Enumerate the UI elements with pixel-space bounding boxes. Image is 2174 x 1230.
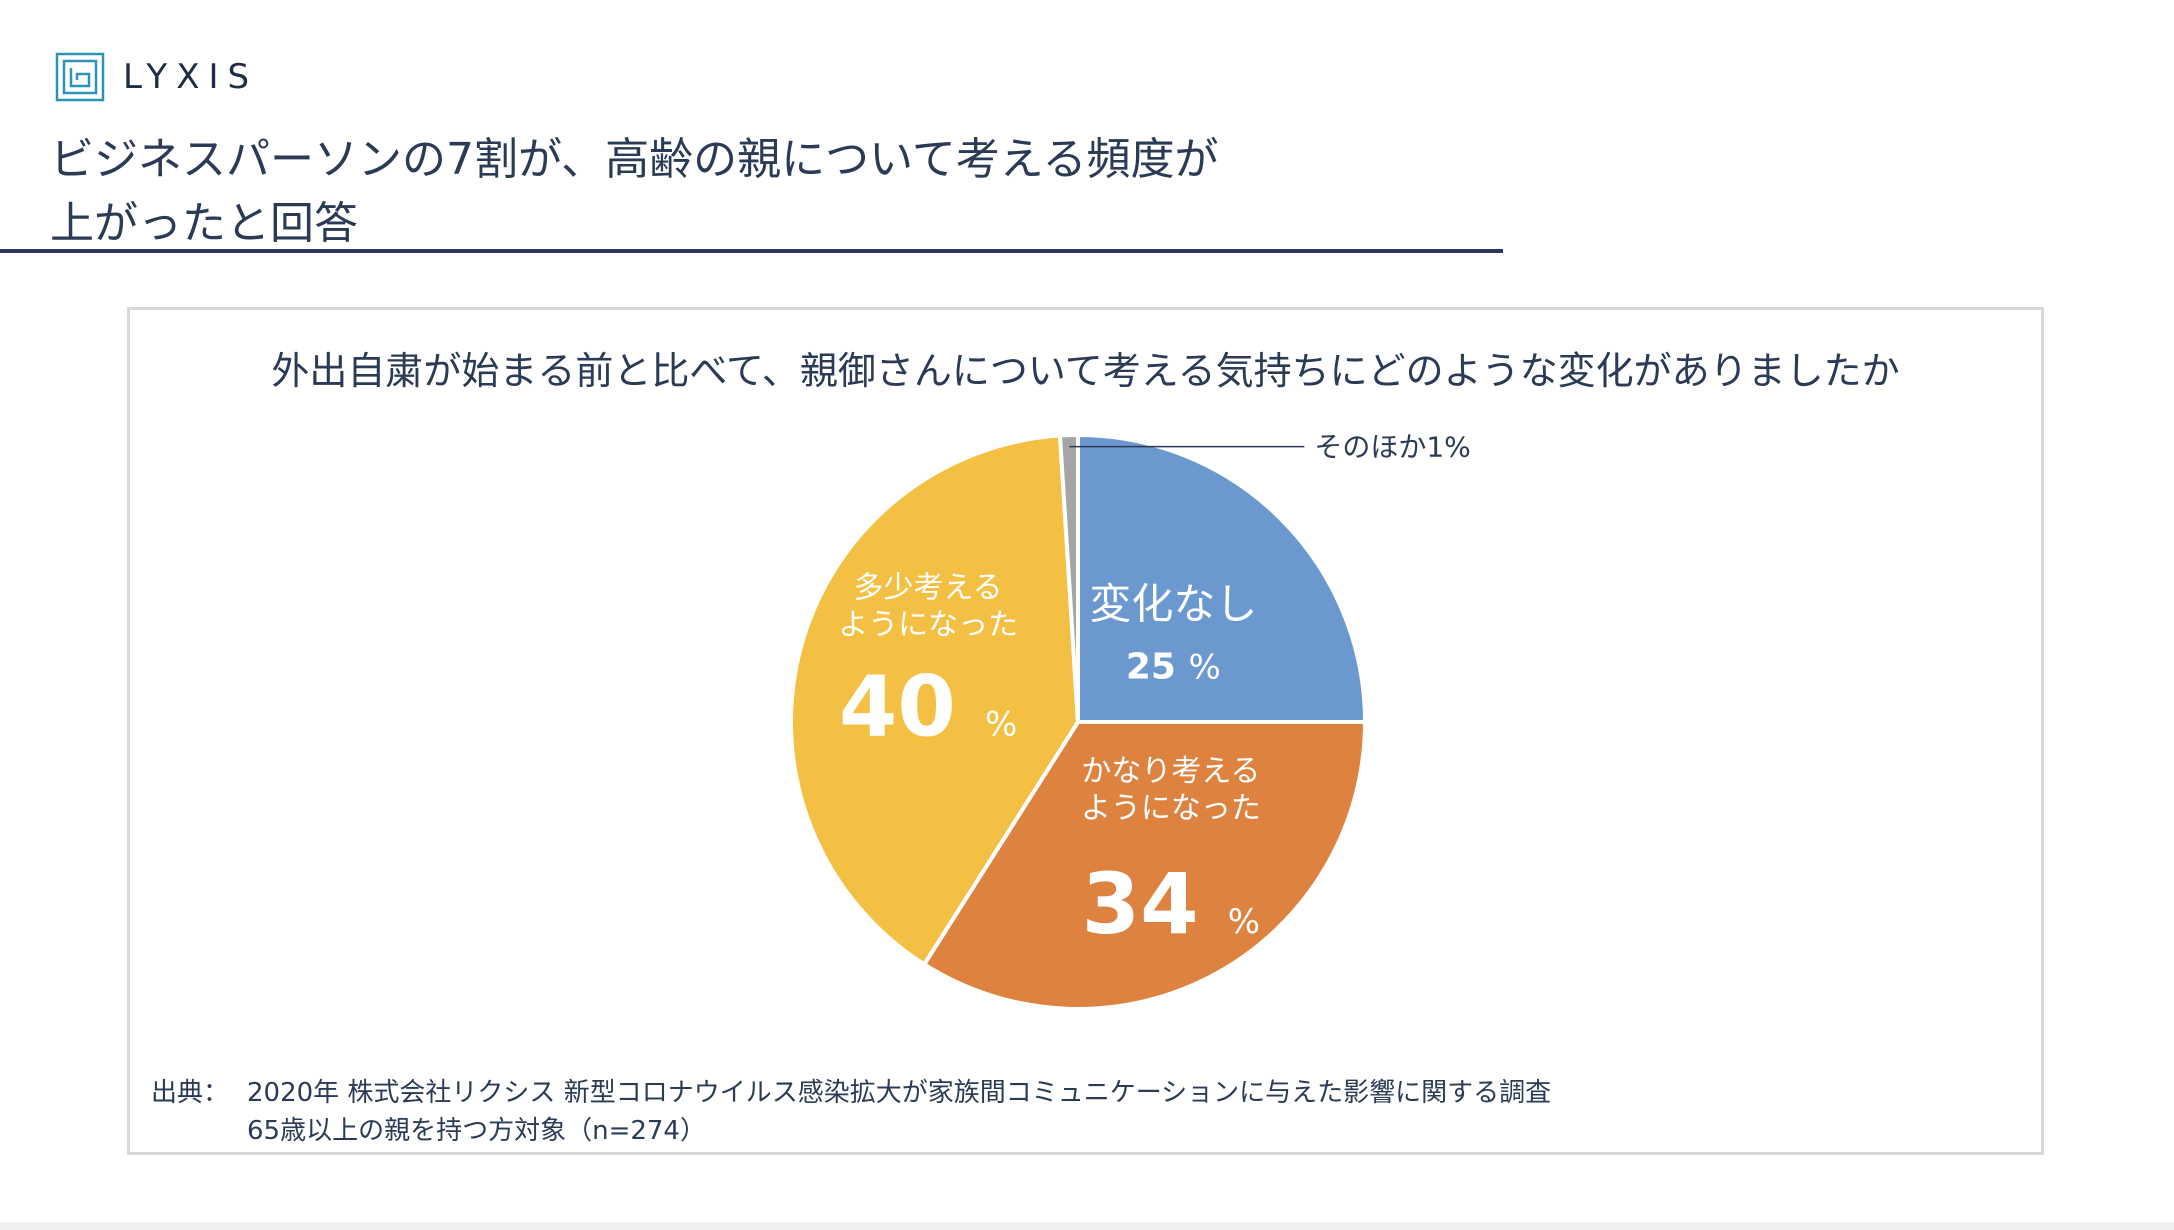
brand-name: LYXIS	[123, 57, 259, 97]
title-divider	[0, 249, 1503, 253]
page-title-line1: ビジネスパーソンの7割が、高齢の親について考える頻度が	[50, 134, 1219, 185]
lyxis-logo-icon	[55, 52, 105, 102]
footer-band	[0, 1222, 2174, 1230]
pie-slice-0	[1076, 432, 1368, 724]
source-line2: 65歳以上の親を持つ方対象（n=274）	[247, 1116, 706, 1146]
callout-label-other: そのほか1%	[1314, 431, 1470, 464]
page-title-line2: 上がったと回答	[50, 198, 358, 249]
slice-value-1: 34 %	[1082, 855, 1260, 953]
slice-label-2-line2: ようになった	[838, 608, 1018, 643]
slice-value-0: 25 %	[1126, 647, 1221, 688]
slice-label-1-line2: ようになった	[1081, 791, 1261, 826]
source-note: 出典： 2020年 株式会社リクシス 新型コロナウイルス感染拡大が家族間コミュニ…	[151, 1074, 1551, 1150]
slice-label-1-line1: かなり考える	[1081, 754, 1260, 789]
chart-title: 外出自粛が始まる前と比べて、親御さんについて考える気持ちにどのような変化がありま…	[271, 349, 1900, 393]
slice-label-2-line1: 多少考える	[854, 571, 1003, 606]
source-line1: 2020年 株式会社リクシス 新型コロナウイルス感染拡大が家族間コミュニケーショ…	[247, 1078, 1552, 1108]
slice-value-2: 40 %	[839, 658, 1017, 756]
source-label: 出典：	[151, 1078, 230, 1108]
chart-panel: 外出自粛が始まる前と比べて、親御さんについて考える気持ちにどのような変化がありま…	[127, 307, 2044, 1155]
page-title: ビジネスパーソンの7割が、高齢の親について考える頻度が 上がったと回答	[50, 128, 1450, 256]
pie-slice-2	[789, 433, 1081, 968]
brand-logo: LYXIS	[55, 52, 258, 102]
slice-label-0: 変化なし	[1089, 580, 1257, 629]
pie-slice-3	[1057, 432, 1080, 723]
